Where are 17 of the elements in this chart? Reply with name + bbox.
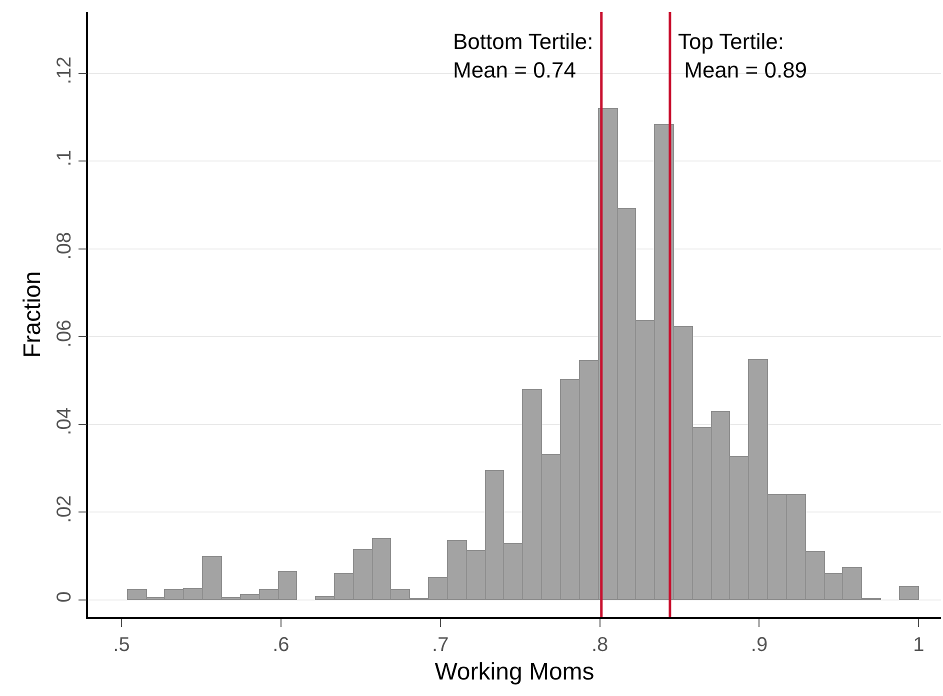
y-tick-label: .08: [53, 232, 76, 260]
y-tick-label: .1: [53, 150, 76, 167]
x-tick-label: .8: [591, 634, 608, 656]
y-axis-title: Fraction: [18, 271, 46, 358]
x-tick-label: .6: [272, 634, 290, 656]
annotation: Top Tertile: Mean = 0.89: [678, 29, 808, 83]
x-tick-label: .5: [113, 634, 130, 656]
y-tick-label: .02: [53, 495, 76, 524]
x-tick-label: .7: [432, 634, 449, 656]
x-tick-label: 1: [913, 634, 924, 656]
y-tick-label: .06: [53, 320, 76, 348]
y-tick-label: 0: [53, 591, 76, 602]
x-axis-title: Working Moms: [434, 658, 594, 686]
annotation: Bottom Tertile: Mean = 0.74: [453, 29, 594, 83]
x-tick-label: .9: [750, 634, 768, 656]
y-tick-label: .12: [53, 56, 76, 84]
y-tick-label: .04: [53, 407, 76, 436]
